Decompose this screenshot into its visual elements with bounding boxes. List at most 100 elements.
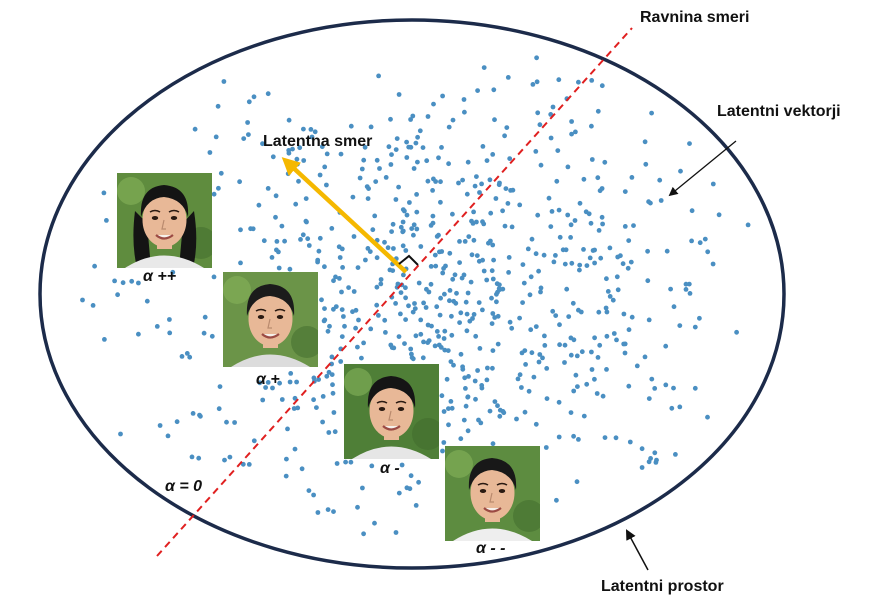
latent-vector-point	[211, 191, 217, 197]
latent-vector-point	[478, 420, 484, 426]
latent-vector-point	[170, 269, 176, 275]
latent-vector-point	[167, 330, 173, 336]
latent-vector-point	[331, 278, 336, 284]
latent-vector-point	[566, 314, 572, 319]
latent-vector-point	[450, 276, 456, 282]
latent-vector-point	[393, 197, 399, 202]
latent-vector-point	[492, 117, 497, 123]
latent-vector-point	[568, 222, 574, 228]
latent-vector-point	[491, 87, 497, 93]
latent-vector-point	[400, 243, 406, 249]
latent-vector-point	[592, 335, 597, 341]
latent-vector-point	[421, 339, 426, 345]
latent-vector-point	[245, 120, 251, 125]
latent-vector-point	[441, 409, 447, 414]
latent-vector-point	[374, 302, 380, 308]
latent-vector-point	[575, 384, 580, 389]
latent-vector-point	[312, 129, 318, 135]
latent-vector-point	[442, 291, 447, 297]
latent-vector-point	[434, 329, 440, 334]
latent-vector-point	[556, 399, 562, 405]
latent-vector-point	[534, 79, 540, 85]
latent-vector-point	[309, 134, 315, 140]
latent-vector-point	[218, 170, 224, 176]
latent-vector-point	[477, 190, 482, 195]
latent-vector-point	[238, 260, 243, 266]
latent-vector-point	[553, 313, 559, 318]
latent-vector-point	[604, 276, 609, 282]
latent-vector-point	[517, 372, 523, 378]
latent-vector-point	[412, 306, 418, 311]
latent-vector-point	[554, 497, 559, 503]
latent-vector-point	[576, 79, 581, 85]
latent-vector-point	[460, 177, 465, 183]
latent-vector-point	[415, 134, 420, 140]
latent-vector-point	[251, 94, 257, 100]
latent-vector-point	[537, 122, 543, 128]
latent-vector-point	[509, 325, 515, 331]
face-image-alpha-minus-minus	[445, 446, 540, 541]
latent-vector-point	[92, 263, 97, 269]
latent-vector-point	[424, 286, 429, 292]
latent-vector-point	[577, 267, 582, 273]
latent-vector-point	[346, 285, 351, 290]
latent-vector-point	[273, 193, 279, 199]
latent-vector-point	[118, 431, 123, 437]
latent-vector-point	[596, 309, 602, 315]
latent-vector-point	[621, 311, 627, 317]
latent-vector-point	[370, 227, 376, 233]
latent-vector-point	[279, 223, 285, 229]
latent-vector-point	[402, 341, 407, 346]
latent-vector-point	[548, 224, 554, 230]
latent-vector-point	[283, 473, 289, 479]
latent-vector-point	[550, 308, 556, 314]
latent-vector-point	[463, 403, 469, 409]
latent-vector-point	[456, 180, 461, 186]
latent-vector-point	[304, 219, 309, 225]
latent-vector-point	[389, 152, 394, 158]
latent-vector-point	[343, 459, 348, 465]
latent-vector-point	[438, 295, 443, 301]
latent-vector-point	[734, 329, 739, 335]
latent-vector-point	[554, 178, 560, 184]
latent-vector-point	[115, 292, 120, 298]
latent-vector-point	[592, 260, 597, 266]
latent-vector-point	[377, 166, 382, 171]
latent-vector-point	[520, 300, 525, 305]
latent-vector-point	[104, 218, 109, 223]
latent-vector-point	[348, 123, 354, 129]
latent-vector-point	[316, 377, 321, 382]
latent-vector-point	[622, 224, 628, 229]
latent-vector-point	[330, 390, 336, 396]
latent-vector-point	[389, 345, 395, 350]
latent-vector-point	[571, 433, 576, 439]
latent-vector-point	[445, 348, 451, 353]
latent-vector-point	[154, 324, 160, 329]
latent-vector-point	[434, 234, 440, 239]
latent-vector-point	[184, 351, 190, 356]
latent-vector-point	[305, 236, 311, 242]
latent-vector-point	[277, 380, 282, 386]
latent-vector-point	[599, 214, 605, 220]
latent-vector-point	[412, 301, 417, 306]
latent-vector-point	[179, 354, 185, 359]
latent-vector-point	[317, 172, 323, 178]
latent-vector-point	[351, 234, 357, 239]
latent-vector-point	[222, 457, 227, 463]
latent-vector-point	[692, 324, 698, 330]
latent-vector-point	[604, 367, 609, 372]
latent-vector-point	[378, 281, 384, 287]
latent-vector-point	[689, 238, 694, 244]
latent-vector-point	[332, 429, 338, 435]
latent-vector-point	[410, 113, 416, 119]
latent-vector-point	[458, 310, 464, 316]
latent-vector-point	[519, 385, 524, 390]
latent-vector-point	[408, 346, 414, 352]
latent-vector-point	[201, 330, 207, 336]
latent-vector-point	[652, 450, 658, 456]
latent-vectors-label: Latentni vektorji	[717, 103, 841, 120]
latent-vector-point	[308, 126, 314, 132]
latent-vector-point	[495, 313, 501, 319]
latent-vector-point	[418, 331, 424, 337]
latent-vector-point	[556, 77, 562, 83]
